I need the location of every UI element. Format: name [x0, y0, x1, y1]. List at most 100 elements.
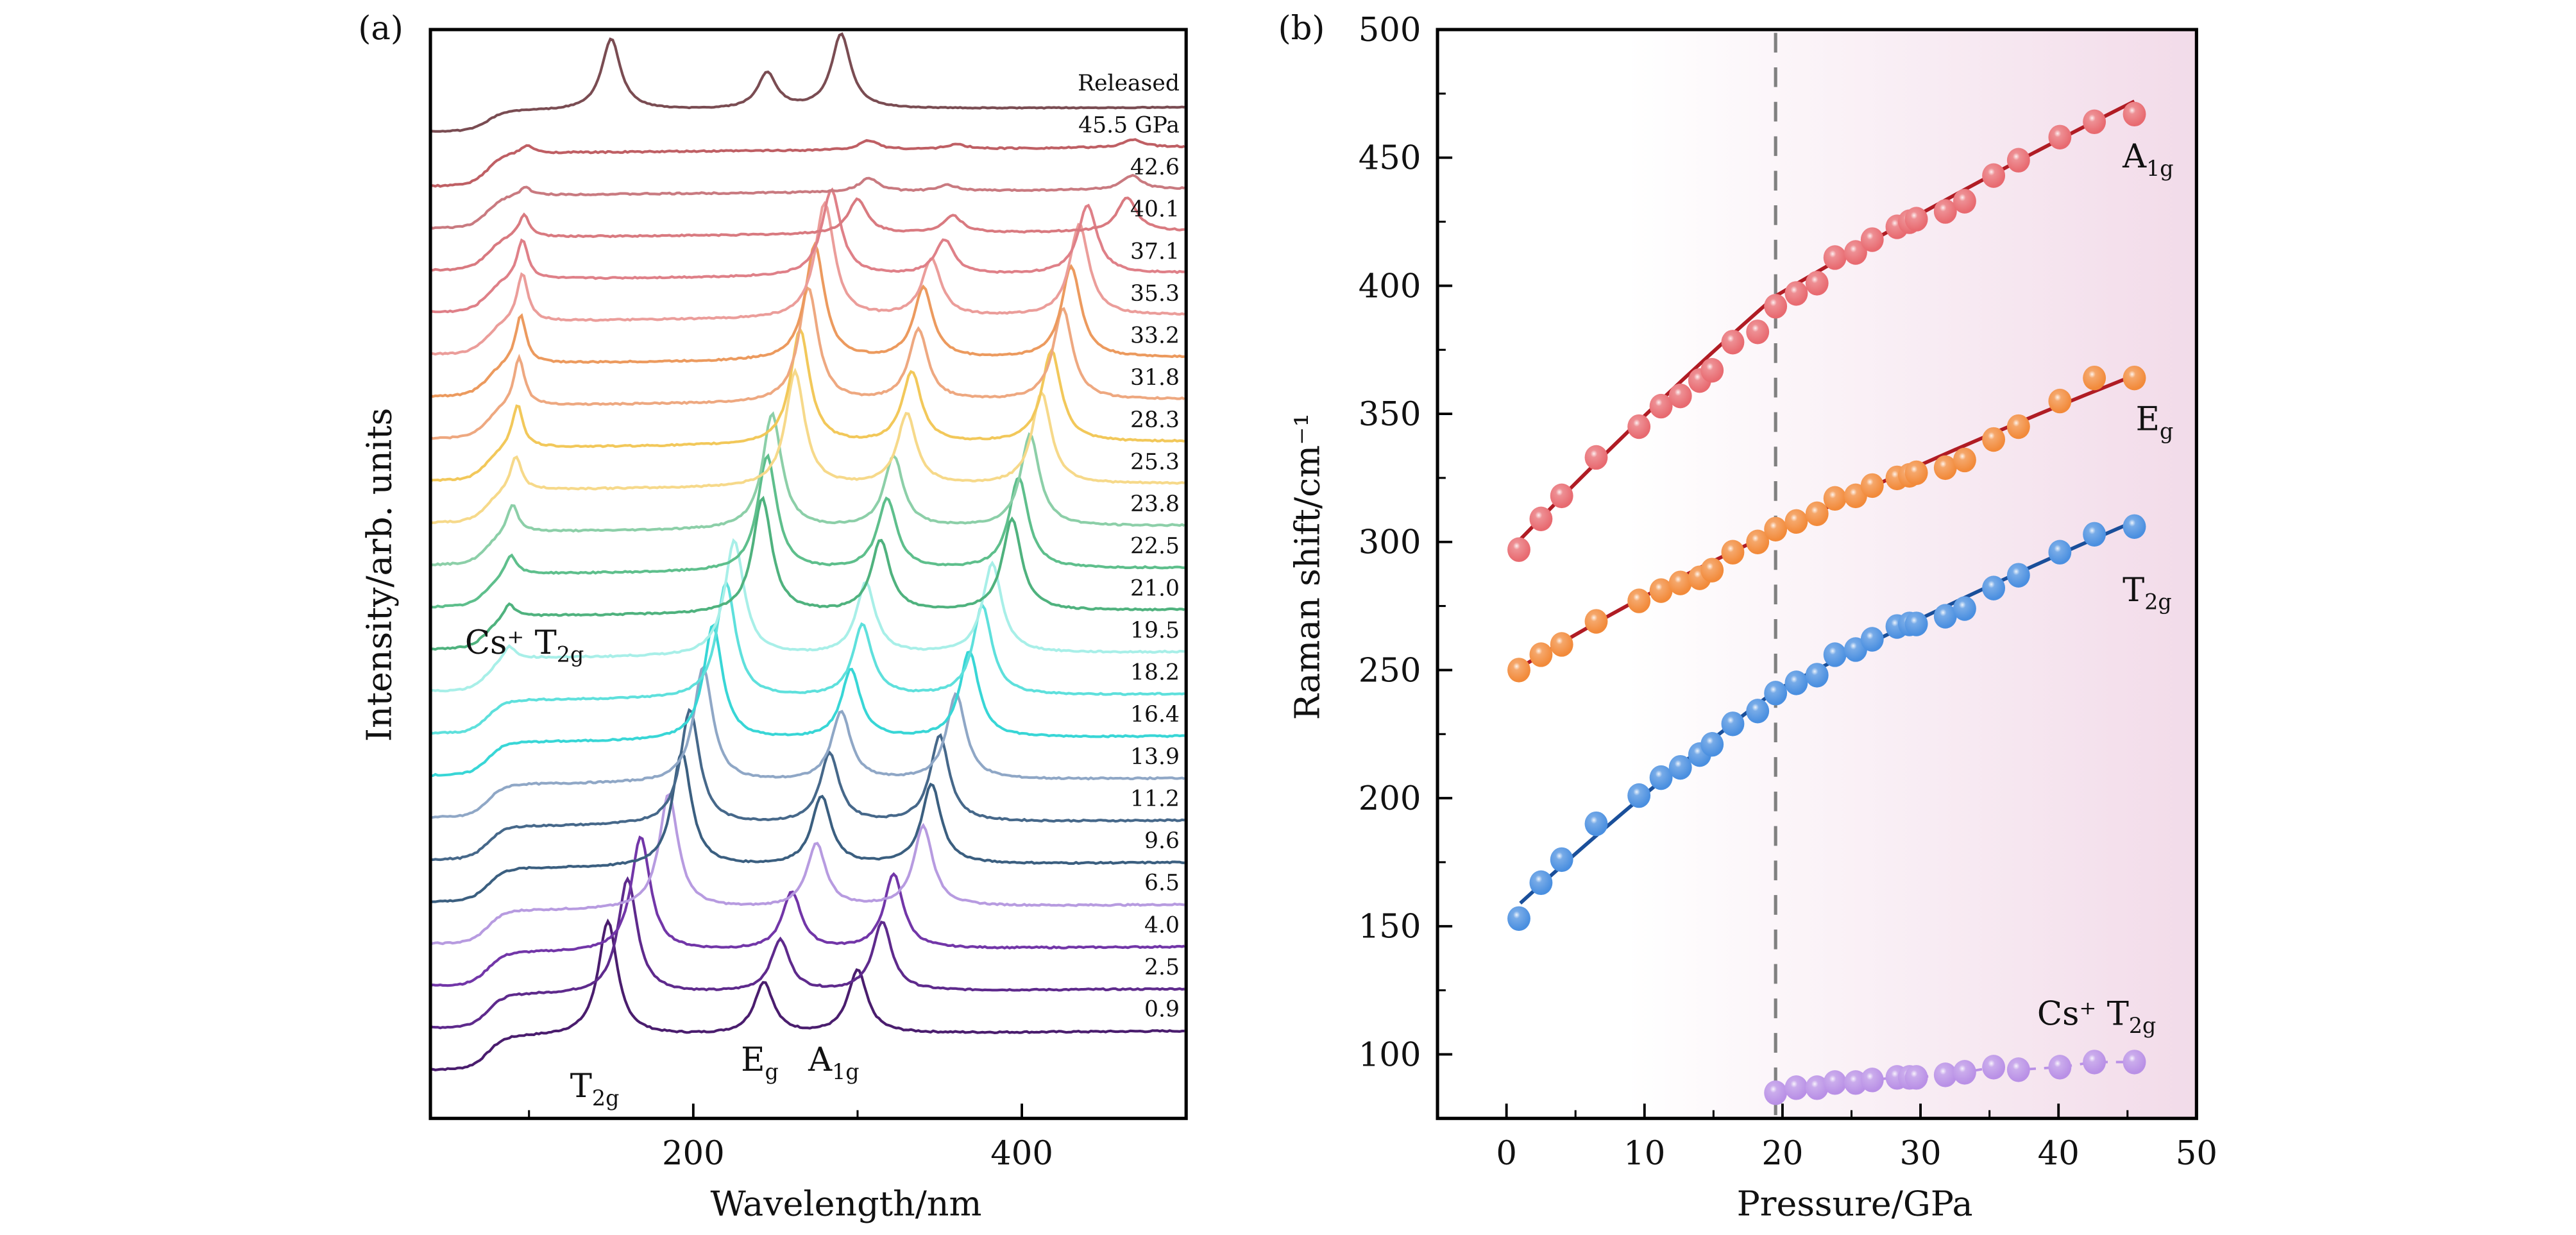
spectra-traces [430, 32, 1185, 1071]
data-point [1823, 1070, 1847, 1095]
data-point [2123, 365, 2146, 391]
data-point [1982, 163, 2006, 188]
pressure-label: 13.9 [1130, 744, 1180, 770]
data-point [1784, 1075, 1808, 1100]
spectrum-trace [430, 708, 1185, 862]
pressure-label: 4.0 [1144, 912, 1180, 938]
data-point [1805, 501, 1829, 527]
data-point [1953, 189, 1976, 214]
data-point [1933, 604, 1957, 629]
mode-label: Cs⁺ T2g [465, 624, 584, 667]
data-point [2006, 148, 2030, 173]
data-point [1584, 811, 1608, 837]
data-point [2048, 388, 2072, 414]
data-point [1982, 575, 2006, 600]
series-label: T2g [2123, 571, 2172, 615]
data-point [1746, 529, 1770, 554]
a-x-axis-title: Wavelength/nm [711, 1183, 982, 1223]
mode-label: Eg [741, 1041, 779, 1084]
data-point [1860, 227, 1884, 252]
pressure-label: 2.5 [1144, 955, 1180, 980]
data-point [2123, 514, 2146, 539]
data-point [1507, 658, 1530, 683]
data-point [1721, 330, 1745, 355]
data-point [2083, 109, 2106, 135]
data-point [1982, 427, 2006, 452]
panel-a: (a) 0.9 2.5 4.0 6.5 9.6 11.2 13.9 16.4 18.2 19.5 2… [358, 9, 1188, 1223]
data-point [2123, 1050, 2146, 1075]
data-point [1746, 699, 1770, 724]
pressure-label: 42.6 [1130, 155, 1180, 180]
data-point [1953, 1060, 1976, 1085]
data-point [1668, 570, 1692, 595]
pressure-label: 28.3 [1130, 407, 1180, 433]
spectrum-trace [430, 876, 1185, 1030]
b-y-tick-label: 100 [1359, 1035, 1421, 1074]
b-x-axis: 0 10 20 30 40 50 [1496, 1103, 2217, 1173]
pressure-label: 22.5 [1130, 534, 1180, 559]
data-point [1904, 1065, 1928, 1090]
data-point [1550, 632, 1573, 657]
data-point [1953, 596, 1976, 621]
b-x-tick-label: 50 [2176, 1134, 2217, 1173]
series-label: Eg [2136, 400, 2174, 444]
spectrum-trace [430, 32, 1185, 133]
b-y-tick-label: 250 [1359, 651, 1421, 690]
series-label: Cs⁺ T2g [2037, 994, 2156, 1038]
spectrum-trace [430, 579, 1185, 735]
data-points [1507, 101, 2146, 1105]
data-point [1649, 393, 1673, 419]
data-point [1764, 1080, 1788, 1105]
spectrum-trace [430, 173, 1185, 230]
data-point [1764, 681, 1788, 706]
transition-background [1437, 30, 2197, 1119]
series-labels: A1g Eg T2g Cs⁺ T2g [2037, 137, 2174, 1038]
pressure-label: Released [1078, 71, 1180, 96]
a-x-axis: 200 400 [528, 1103, 1053, 1173]
data-point [1823, 642, 1847, 667]
data-point [1668, 383, 1692, 409]
b-x-tick-label: 20 [1761, 1134, 1803, 1173]
data-point [2006, 563, 2030, 588]
data-point [2083, 522, 2106, 547]
data-point [1860, 1068, 1884, 1093]
data-point [1721, 711, 1745, 737]
b-y-tick-label: 450 [1359, 139, 1421, 178]
b-y-axis: 100 150 200 250 300 350 400 450 500 [1359, 11, 1453, 1074]
data-point [1700, 558, 1724, 583]
panel-b-frame [1436, 28, 2198, 1120]
pressure-label: 25.3 [1130, 449, 1180, 475]
pressure-labels: 0.9 2.5 4.0 6.5 9.6 11.2 13.9 16.4 18.2 19.5 21.0 2… [1078, 71, 1180, 1023]
mode-annotations: T2g Eg A1g Cs⁺ T2g [465, 624, 860, 1111]
data-point [1784, 281, 1808, 306]
data-point [1627, 414, 1651, 439]
pressure-label: 37.1 [1130, 239, 1180, 264]
pressure-label: 6.5 [1144, 871, 1180, 896]
spectrum-trace [430, 138, 1185, 188]
data-point [2048, 124, 2072, 149]
spectrum-trace [430, 241, 1185, 398]
data-point [1584, 609, 1608, 634]
data-point [1860, 627, 1884, 652]
data-point [1529, 870, 1553, 896]
data-point [2006, 1057, 2030, 1082]
spectrum-trace [430, 538, 1185, 693]
data-point [1649, 578, 1673, 603]
data-point [1805, 1075, 1829, 1100]
spectrum-trace [430, 665, 1185, 819]
data-point [1746, 319, 1770, 345]
data-point [1823, 486, 1847, 511]
spectrum-trace [430, 187, 1185, 314]
data-point [1904, 460, 1928, 486]
spectrum-trace [430, 749, 1185, 903]
data-point [1933, 1062, 1957, 1087]
data-point [1668, 754, 1692, 780]
b-x-tick-label: 30 [1899, 1134, 1941, 1173]
spectrum-trace [430, 792, 1185, 946]
pressure-label: 23.8 [1130, 491, 1180, 517]
panel-a-frame [428, 28, 1188, 1120]
pressure-label: 40.1 [1130, 197, 1180, 223]
pressure-label: 33.2 [1130, 323, 1180, 349]
spectrum-trace [430, 835, 1185, 987]
b-y-axis-title: Raman shift/cm⁻¹ [1287, 413, 1328, 720]
